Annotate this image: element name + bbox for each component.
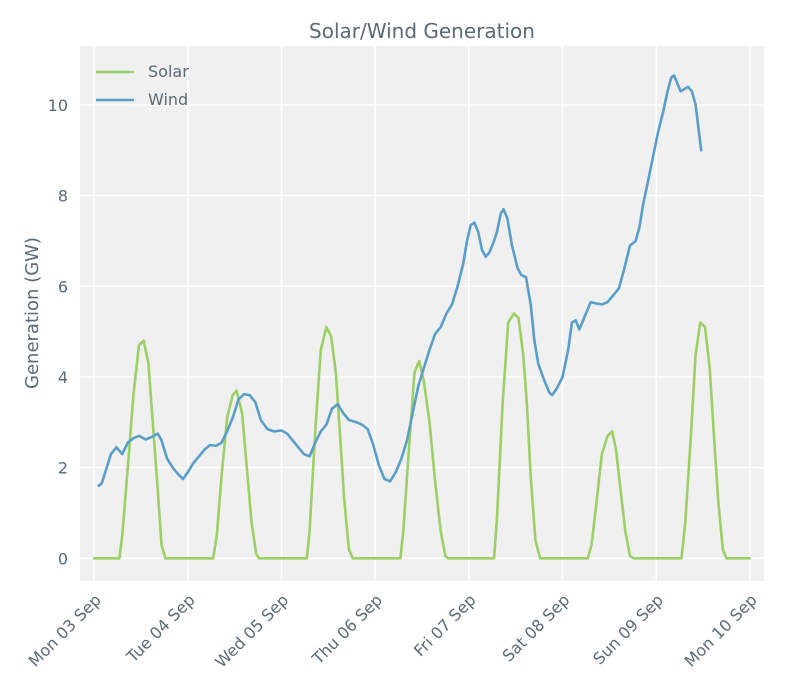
x-tick-label: Mon 03 Sep — [25, 590, 105, 670]
legend-label-solar: Solar — [148, 62, 189, 81]
legend-label-wind: Wind — [148, 90, 188, 109]
x-tick-label: Thu 06 Sep — [308, 590, 386, 668]
legend: Solar Wind — [96, 62, 189, 109]
x-tick-label: Tue 04 Sep — [122, 590, 198, 666]
x-tick-label: Sun 09 Sep — [589, 590, 667, 668]
plot-area — [80, 46, 764, 581]
y-tick-label: 2 — [58, 459, 68, 478]
x-tick-label: Wed 05 Sep — [211, 590, 292, 671]
y-tick-label: 6 — [58, 277, 68, 296]
series-line-wind — [97, 74, 703, 488]
chart-title: Solar/Wind Generation — [309, 19, 535, 43]
x-tick-label: Sat 08 Sep — [498, 590, 573, 665]
y-tick-label: 10 — [48, 96, 68, 115]
x-tick-label: Fri 07 Sep — [410, 590, 480, 660]
series-line-solar — [92, 312, 752, 560]
x-tick-label: Mon 10 Sep — [681, 590, 761, 670]
y-tick-label: 8 — [58, 187, 68, 206]
y-tick-label: 4 — [58, 368, 68, 387]
series-lines — [92, 74, 752, 560]
grid — [80, 46, 764, 581]
y-tick-label: 0 — [58, 549, 68, 568]
y-axis-title: Generation (GW) — [22, 237, 43, 389]
